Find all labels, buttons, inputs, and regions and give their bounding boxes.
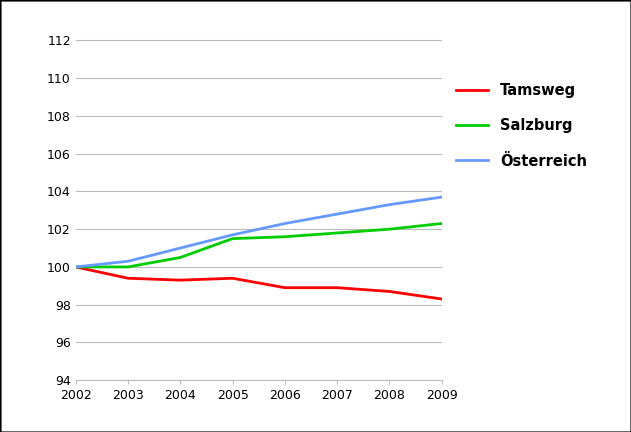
- Tamsweg: [386, 289, 393, 294]
- Salzburg: [124, 264, 132, 270]
- Tamsweg: [438, 296, 445, 302]
- Tamsweg: [72, 264, 80, 270]
- Line: Tamsweg: Tamsweg: [76, 267, 442, 299]
- Salzburg: [438, 221, 445, 226]
- Salzburg: [333, 230, 341, 235]
- Österreich: [333, 212, 341, 217]
- Tamsweg: [281, 285, 288, 290]
- Österreich: [438, 194, 445, 200]
- Salzburg: [281, 234, 288, 239]
- Salzburg: [177, 255, 184, 260]
- Tamsweg: [177, 277, 184, 283]
- Österreich: [124, 259, 132, 264]
- Tamsweg: [229, 276, 237, 281]
- Österreich: [177, 245, 184, 251]
- Tamsweg: [333, 285, 341, 290]
- Österreich: [72, 264, 80, 270]
- Salzburg: [229, 236, 237, 241]
- Österreich: [386, 202, 393, 207]
- Line: Salzburg: Salzburg: [76, 223, 442, 267]
- Österreich: [229, 232, 237, 238]
- Salzburg: [72, 264, 80, 270]
- Tamsweg: [124, 276, 132, 281]
- Legend: Tamsweg, Salzburg, Österreich: Tamsweg, Salzburg, Österreich: [456, 83, 587, 168]
- Line: Österreich: Österreich: [76, 197, 442, 267]
- Salzburg: [386, 227, 393, 232]
- Österreich: [281, 221, 288, 226]
